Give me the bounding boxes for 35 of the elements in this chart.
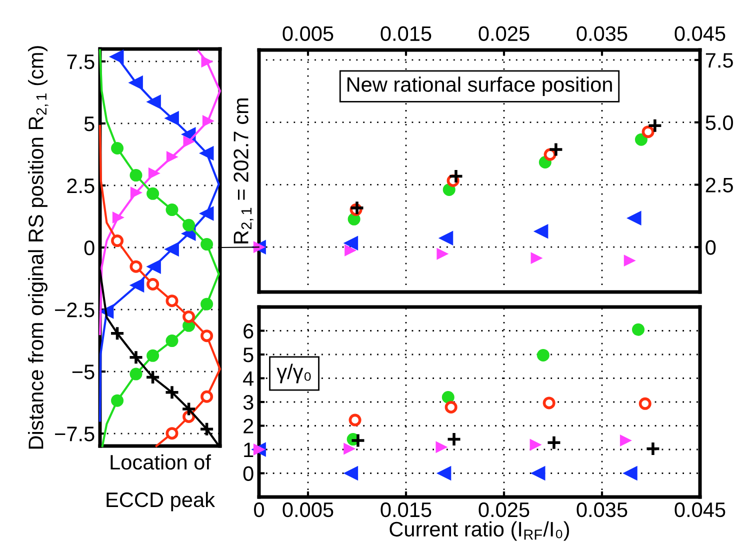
y-tick-label: 7.5 bbox=[706, 53, 733, 68]
x-tick-label: 0.015 bbox=[380, 502, 432, 518]
y-axis-title: Distance from original RS position R$_{2,1}$ (cm) bbox=[28, 46, 48, 449]
y-tick-label: 2.5 bbox=[67, 178, 94, 194]
x-tick-label: 0.045 bbox=[674, 26, 726, 42]
y-tick-label: −2.5 bbox=[55, 302, 94, 318]
y-tick-label: 2 bbox=[244, 418, 254, 434]
y-tick-label: −5 bbox=[72, 364, 94, 380]
y-axis-title: R$_{2,1}$ = 202.7 cm bbox=[234, 98, 254, 244]
x-tick-label: 0.035 bbox=[576, 502, 628, 518]
y-tick-label: 6 bbox=[244, 324, 254, 339]
text: γ/γ₀ bbox=[276, 364, 311, 384]
y-tick-label: 4 bbox=[243, 371, 254, 386]
x-tick-label: 0 bbox=[254, 502, 264, 518]
x-tick-label: 0.005 bbox=[282, 502, 334, 518]
y-tick-label: 0 bbox=[706, 240, 716, 255]
x-axis-title: Location of ECCD peak bbox=[106, 454, 216, 512]
x-tick-label: 0.025 bbox=[478, 26, 530, 42]
y-tick-label: 5 bbox=[84, 116, 94, 132]
x-tick-label: 0.015 bbox=[380, 26, 432, 42]
y-tick-label: 1 bbox=[244, 442, 254, 458]
y-tick-label: 7.5 bbox=[67, 54, 94, 70]
y-tick-label: 2.5 bbox=[706, 178, 733, 192]
y-tick-label: 0 bbox=[243, 466, 254, 482]
x-tick-label: 0.035 bbox=[576, 26, 628, 42]
y-tick-label: 5 bbox=[243, 348, 254, 362]
x-tick-label: 0.005 bbox=[282, 26, 334, 42]
x-tick-label: 0.025 bbox=[478, 502, 530, 518]
x-tick-label: 0.045 bbox=[674, 502, 726, 518]
text: New rational surface position bbox=[347, 76, 612, 96]
x-axis-title: Current ratio (I$_{RF}$/I₀) bbox=[390, 521, 570, 541]
y-tick-label: −7.5 bbox=[55, 426, 94, 442]
y-tick-label: 0 bbox=[84, 240, 94, 256]
y-tick-label: 3 bbox=[243, 395, 254, 410]
y-tick-label: 5.0 bbox=[706, 115, 734, 130]
